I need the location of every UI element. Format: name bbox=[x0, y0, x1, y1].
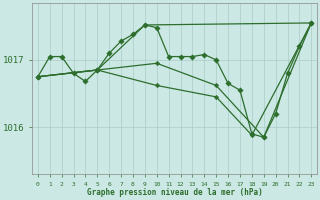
X-axis label: Graphe pression niveau de la mer (hPa): Graphe pression niveau de la mer (hPa) bbox=[87, 188, 262, 197]
